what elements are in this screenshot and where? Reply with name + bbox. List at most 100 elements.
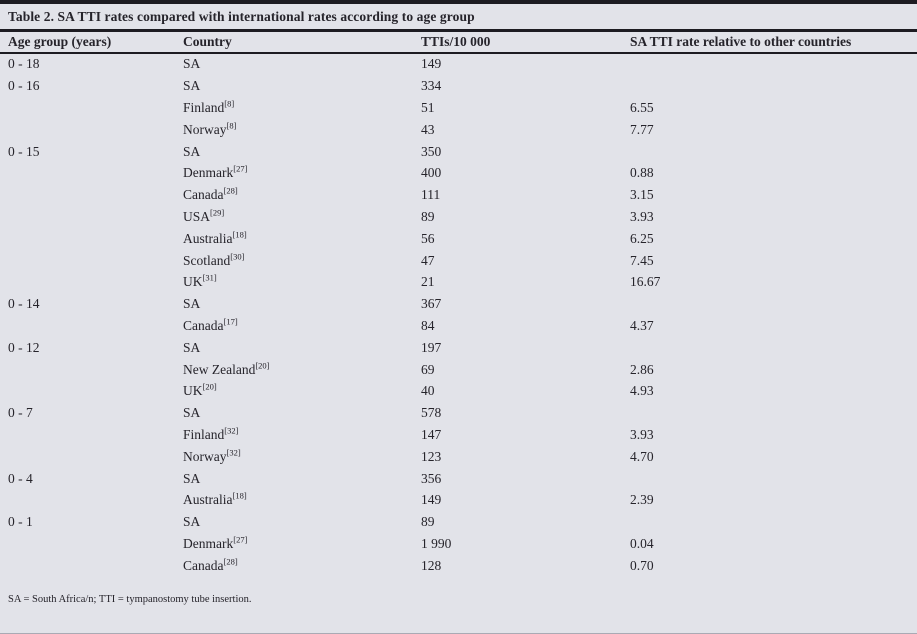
cell-tti-rate: 128 — [421, 557, 442, 573]
cell-tti-rate: 40 — [421, 383, 435, 399]
table-row: Denmark[27] 400 0.88 — [0, 162, 917, 184]
cell-tti-rate: 578 — [421, 405, 442, 421]
cell-tti-rate: 51 — [421, 99, 435, 115]
reference-superscript: [30] — [230, 251, 245, 262]
table-row: UK[20] 40 4.93 — [0, 380, 917, 402]
cell-age-group: 0 - 18 — [8, 56, 40, 72]
cell-country: Norway[32] — [183, 447, 241, 464]
reference-superscript: [27] — [233, 163, 248, 174]
cell-country: SA — [183, 514, 201, 530]
cell-country: Australia[18] — [183, 490, 247, 508]
cell-tti-rate: 149 — [421, 492, 442, 508]
reference-superscript: [18] — [232, 490, 247, 501]
table-row: 0 - 15 SA 350 — [0, 141, 917, 163]
table-row: 0 - 12 SA 197 — [0, 337, 917, 359]
cell-country: Canada[28] — [183, 556, 238, 573]
header-separator-rule — [0, 52, 917, 54]
cell-age-group: 0 - 15 — [8, 143, 40, 159]
table-row: Australia[18] 149 2.39 — [0, 489, 917, 511]
table-row: New Zealand[20] 69 2.86 — [0, 359, 917, 381]
cell-country: SA — [183, 339, 201, 355]
reference-superscript: [17] — [223, 316, 238, 327]
table-row: 0 - 14 SA 367 — [0, 293, 917, 315]
cell-country: Canada[28] — [183, 185, 238, 203]
table-body: 0 - 18 SA 149 0 - 16 SA 334 Finland[8] 51 6.55 No… — [0, 54, 917, 577]
title-separator-rule — [0, 29, 917, 32]
cell-relative-rate: 2.86 — [630, 361, 654, 377]
table-row: 0 - 1 SA 89 — [0, 511, 917, 533]
cell-relative-rate: 3.93 — [630, 208, 654, 224]
reference-superscript: [28] — [223, 556, 238, 567]
cell-age-group: 0 - 14 — [8, 296, 40, 312]
cell-tti-rate: 47 — [421, 252, 435, 268]
cell-tti-rate: 197 — [421, 339, 442, 355]
cell-country: Finland[8] — [183, 98, 235, 115]
column-header-ttis: TTIs/10 000 — [421, 34, 491, 49]
cell-relative-rate: 4.37 — [630, 317, 654, 333]
cell-country: Finland[32] — [183, 425, 239, 442]
table-row: Canada[17] 84 4.37 — [0, 315, 917, 337]
cell-age-group: 0 - 1 — [8, 514, 33, 530]
cell-age-group: 0 - 12 — [8, 339, 40, 355]
table-row: Norway[8] 43 7.77 — [0, 119, 917, 141]
table-footnote: SA = South Africa/n; TTI = tympanostomy … — [8, 594, 252, 605]
cell-country: Australia[18] — [183, 229, 247, 246]
cell-relative-rate: 3.93 — [630, 426, 654, 442]
table-row: 0 - 18 SA 149 — [0, 54, 917, 76]
cell-country: SA — [183, 405, 201, 421]
cell-tti-rate: 43 — [421, 121, 435, 137]
cell-country: SA — [183, 143, 201, 159]
table-row: 0 - 16 SA 334 — [0, 75, 917, 97]
cell-tti-rate: 21 — [421, 274, 435, 290]
cell-tti-rate: 147 — [421, 426, 442, 442]
cell-tti-rate: 356 — [421, 470, 442, 486]
cell-tti-rate: 367 — [421, 296, 442, 312]
cell-tti-rate: 84 — [421, 317, 435, 333]
reference-superscript: [8] — [226, 120, 237, 131]
table-row: 0 - 4 SA 356 — [0, 468, 917, 490]
cell-tti-rate: 111 — [421, 187, 441, 203]
cell-country: UK[20] — [183, 381, 217, 399]
cell-tti-rate: 89 — [421, 208, 435, 224]
cell-tti-rate: 89 — [421, 514, 435, 530]
cell-country: SA — [183, 56, 201, 72]
cell-relative-rate: 3.15 — [630, 187, 654, 203]
cell-relative-rate: 7.45 — [630, 252, 654, 268]
column-header-sa-rate: SA TTI rate relative to other countries — [630, 34, 852, 49]
reference-superscript: [32] — [224, 425, 239, 436]
cell-country: SA — [183, 78, 201, 94]
cell-tti-rate: 149 — [421, 56, 442, 72]
reference-superscript: [27] — [233, 534, 248, 545]
table-row: USA[29] 89 3.93 — [0, 206, 917, 228]
cell-relative-rate: 16.67 — [630, 274, 661, 290]
column-header-age-group: Age group (years) — [8, 34, 112, 49]
cell-relative-rate: 0.70 — [630, 557, 654, 573]
reference-superscript: [18] — [232, 229, 247, 240]
cell-relative-rate: 0.88 — [630, 165, 654, 181]
reference-superscript: [28] — [223, 185, 238, 196]
cell-country: Canada[17] — [183, 316, 238, 333]
reference-superscript: [32] — [226, 447, 241, 458]
cell-country: USA[29] — [183, 207, 225, 224]
cell-relative-rate: 4.70 — [630, 448, 654, 464]
cell-relative-rate: 4.93 — [630, 383, 654, 399]
reference-superscript: [29] — [210, 207, 225, 218]
cell-tti-rate: 56 — [421, 230, 435, 246]
reference-superscript: [20] — [255, 360, 270, 371]
cell-relative-rate: 7.77 — [630, 121, 654, 137]
table-row: Denmark[27] 1 990 0.04 — [0, 533, 917, 555]
table-header-row: Age group (years) Country TTIs/10 000 SA… — [0, 32, 917, 52]
table-row: Norway[32] 123 4.70 — [0, 446, 917, 468]
cell-relative-rate: 0.04 — [630, 535, 654, 551]
table-row: Canada[28] 111 3.15 — [0, 184, 917, 206]
table-row: Canada[28] 128 0.70 — [0, 555, 917, 577]
reference-superscript: [8] — [224, 98, 235, 109]
cell-tti-rate: 123 — [421, 448, 442, 464]
reference-superscript: [20] — [202, 381, 217, 392]
cell-country: UK[31] — [183, 272, 217, 290]
cell-age-group: 0 - 7 — [8, 405, 33, 421]
cell-country: Scotland[30] — [183, 251, 245, 268]
table-row: Finland[32] 147 3.93 — [0, 424, 917, 446]
cell-country: SA — [183, 470, 201, 486]
